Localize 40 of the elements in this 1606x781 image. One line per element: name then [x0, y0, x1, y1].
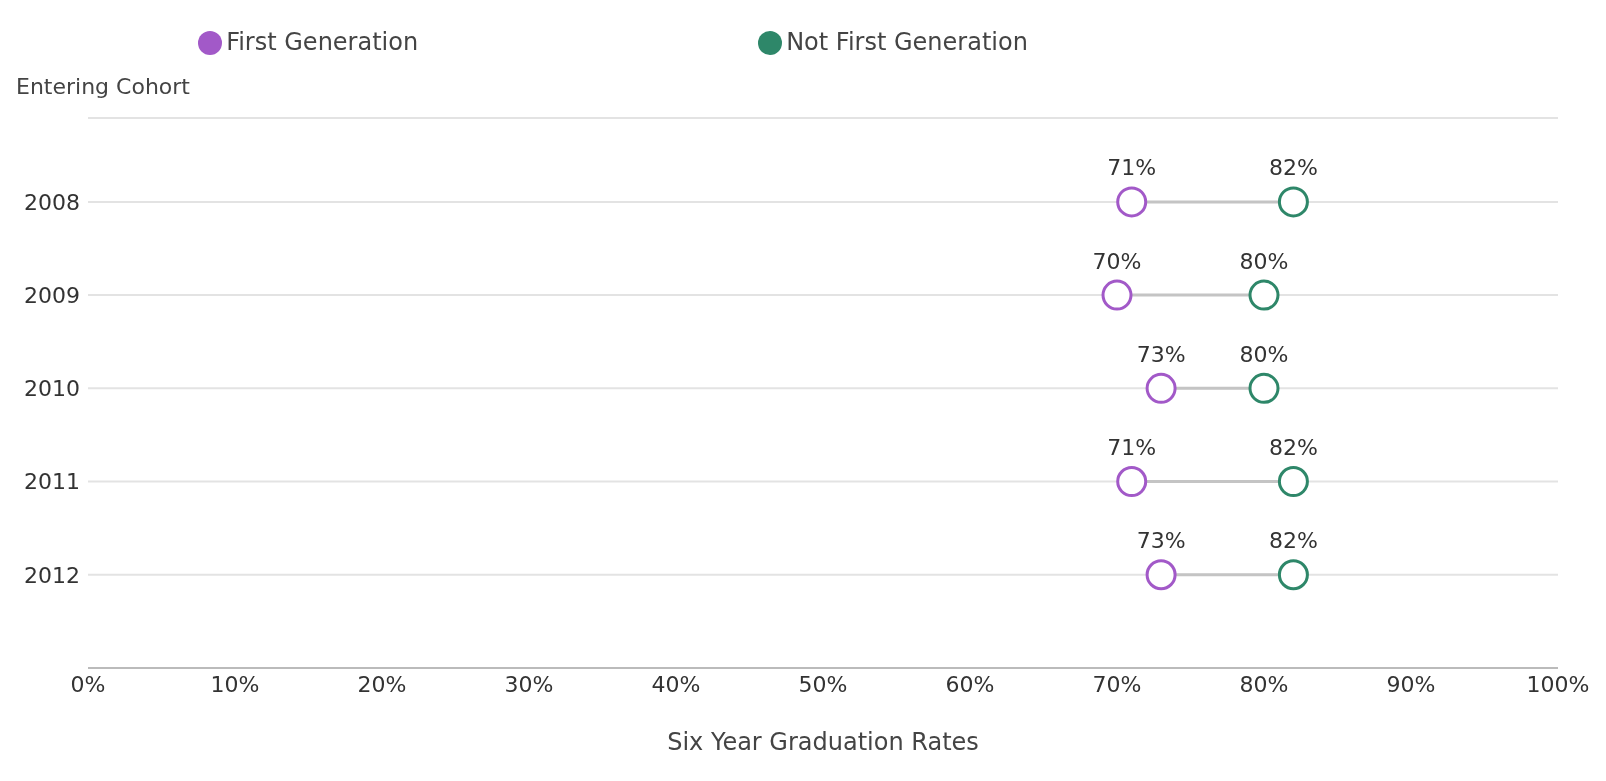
legend-label: First Generation: [226, 28, 419, 56]
point: [1116, 466, 1148, 498]
point: [1248, 372, 1280, 404]
y-tick-label: 2010: [24, 376, 80, 402]
y-tick-label: 2008: [24, 189, 80, 215]
y-tick-label: 2012: [24, 562, 80, 588]
data-label: 71%: [1107, 435, 1157, 461]
y-tick-label: 2011: [24, 469, 80, 495]
y-axis-title: Entering Cohort: [16, 74, 190, 99]
data-label: 73%: [1136, 528, 1186, 554]
data-label: 70%: [1092, 248, 1142, 274]
data-label: 80%: [1239, 248, 1289, 274]
data-label: 80%: [1239, 341, 1289, 367]
point: [1277, 559, 1309, 591]
x-tick-label: 100%: [1526, 671, 1590, 697]
x-tick-label: 60%: [945, 671, 995, 697]
x-tick-label: 90%: [1386, 671, 1436, 697]
x-tick-label: 50%: [798, 671, 848, 697]
data-label: 82%: [1268, 528, 1318, 554]
data-label: 73%: [1136, 341, 1186, 367]
legend-label: Not First Generation: [786, 28, 1028, 56]
x-tick-label: 70%: [1092, 671, 1142, 697]
x-tick-label: 30%: [504, 671, 554, 697]
point: [1145, 559, 1177, 591]
x-axis-title: Six Year Graduation Rates: [667, 728, 979, 756]
data-label: 82%: [1268, 435, 1318, 461]
data-label: 71%: [1107, 155, 1157, 181]
point: [1248, 279, 1280, 311]
point: [1145, 372, 1177, 404]
x-tick-label: 0%: [70, 671, 106, 697]
point: [1116, 186, 1148, 218]
point: [1277, 466, 1309, 498]
point: [1101, 279, 1133, 311]
x-tick-label: 80%: [1239, 671, 1289, 697]
point: [1277, 186, 1309, 218]
data-label: 82%: [1268, 155, 1318, 181]
x-tick-label: 10%: [210, 671, 260, 697]
x-tick-label: 20%: [357, 671, 407, 697]
y-tick-label: 2009: [24, 282, 80, 308]
x-tick-label: 40%: [651, 671, 701, 697]
